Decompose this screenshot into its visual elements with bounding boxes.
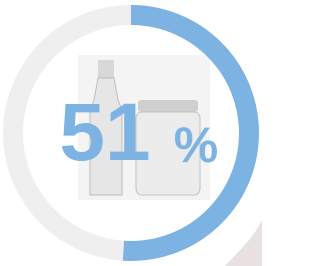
progress-widget: 51 %	[0, 0, 262, 266]
corner-decoration	[225, 220, 262, 266]
progress-value: 51	[59, 87, 150, 178]
progress-unit: %	[174, 117, 218, 173]
